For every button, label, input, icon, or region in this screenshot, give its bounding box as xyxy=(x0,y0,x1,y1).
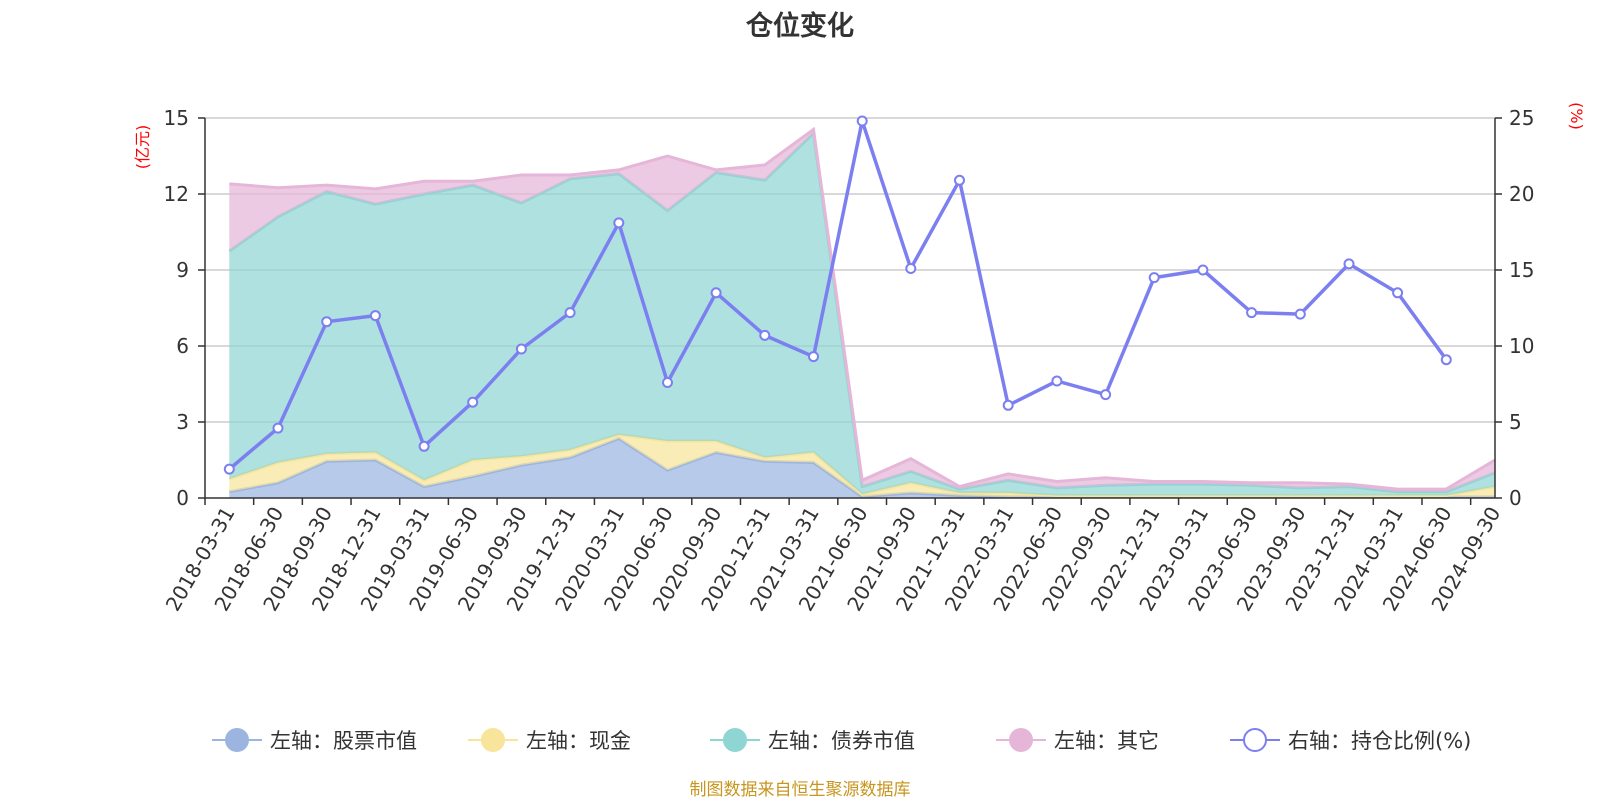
ratio-point xyxy=(321,316,333,328)
legend-marker xyxy=(225,728,249,752)
legend-marker xyxy=(723,728,747,752)
ratio-point xyxy=(710,287,722,299)
right-axis-unit: (%) xyxy=(1567,102,1586,130)
ratio-point xyxy=(1148,272,1160,284)
right-axis-tick-label: 5 xyxy=(1509,410,1522,434)
right-axis-tick-label: 20 xyxy=(1509,182,1534,206)
legend-label: 左轴：现金 xyxy=(526,729,631,753)
chart-title: 仓位变化 xyxy=(746,11,854,42)
legend-item-3: 左轴：其它 xyxy=(996,728,1159,753)
right-axis-tick-label: 15 xyxy=(1509,258,1534,282)
legend-item-4: 右轴：持仓比例(%) xyxy=(1230,728,1471,753)
ratio-point xyxy=(613,217,625,229)
left-axis-tick-label: 12 xyxy=(164,182,189,206)
right-axis-tick-label: 10 xyxy=(1509,334,1534,358)
source-note: 制图数据来自恒生聚源数据库 xyxy=(689,780,911,800)
ratio-point xyxy=(1002,399,1014,411)
ratio-point xyxy=(1051,375,1063,387)
legend-label: 左轴：债券市值 xyxy=(768,729,915,753)
area-series-1 xyxy=(229,434,1495,497)
ratio-point xyxy=(418,440,430,452)
ratio-point xyxy=(1392,287,1404,299)
legend: 左轴：股票市值 左轴：现金 左轴：债券市值 左轴：其它 右轴：持仓比例(%) xyxy=(212,728,1471,753)
legend-label: 左轴：其它 xyxy=(1054,729,1159,753)
ratio-line-layer xyxy=(223,115,1452,475)
left-axis-tick-label: 3 xyxy=(176,410,189,434)
ratio-point xyxy=(1440,354,1452,366)
legend-marker xyxy=(481,728,505,752)
ratio-point xyxy=(856,115,868,127)
legend-label: 左轴：股票市值 xyxy=(270,729,417,753)
ratio-point xyxy=(662,377,673,388)
area-series-0 xyxy=(229,438,1495,498)
area-layer xyxy=(228,126,1496,499)
ratio-point xyxy=(905,263,917,274)
ratio-point xyxy=(954,174,965,186)
ratio-point xyxy=(1100,389,1112,401)
ratio-point xyxy=(808,351,819,363)
left-axis-unit: (亿元) xyxy=(133,125,152,170)
area-series-2 xyxy=(229,133,1495,496)
left-axis-tick-label: 0 xyxy=(176,486,189,510)
ratio-point xyxy=(1343,258,1355,270)
ratio-point xyxy=(467,396,479,408)
legend-item-0: 左轴：股票市值 xyxy=(212,728,417,753)
ratio-point xyxy=(272,422,284,434)
ratio-point xyxy=(759,329,771,341)
ratio-point xyxy=(1197,264,1209,276)
legend-marker xyxy=(1243,728,1267,752)
legend-label: 右轴：持仓比例(%) xyxy=(1288,729,1471,753)
ratio-line xyxy=(228,119,1448,471)
left-axis-tick-label: 15 xyxy=(164,106,189,130)
ratio-point xyxy=(369,310,381,322)
left-axis-tick-label: 6 xyxy=(176,334,189,358)
legend-marker xyxy=(1009,728,1033,752)
ratio-point xyxy=(1246,307,1258,319)
right-axis-tick-label: 0 xyxy=(1509,486,1522,510)
ratio-point xyxy=(564,307,576,319)
ratio-point xyxy=(223,463,235,475)
legend-item-2: 左轴：债券市值 xyxy=(710,728,915,753)
legend-item-1: 左轴：现金 xyxy=(468,728,631,753)
ratio-point xyxy=(515,343,527,355)
right-axis-tick-label: 25 xyxy=(1509,106,1534,130)
ratio-point xyxy=(1294,308,1306,320)
area-series-edge-3 xyxy=(229,126,1496,491)
left-axis-tick-label: 9 xyxy=(176,258,189,282)
